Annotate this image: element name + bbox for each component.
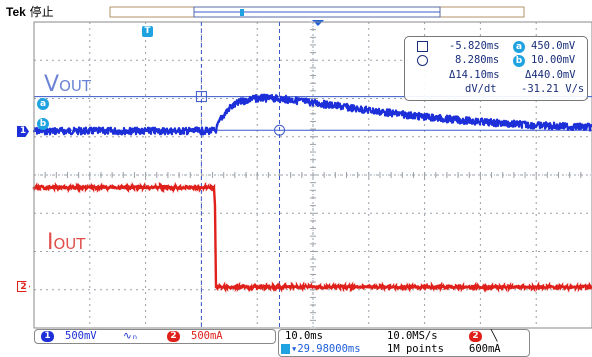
ch1-scale[interactable]: 500mV [65,330,97,342]
cursor-readout-panel: -5.820ms a 450.0mV 8.280ms b 10.00mV Δ14… [404,36,588,101]
cursor-b-badge-label: b [513,55,525,67]
ref-a-label: a [39,99,47,109]
cursor-1-square-marker [195,91,207,103]
cursor1-square-icon [417,41,428,55]
acquisition-status: 停止 [29,5,54,19]
trigger-position-marker-icon[interactable] [312,20,324,26]
record-length: 1M points [387,343,444,355]
cursor2-time: 8.280ms [455,54,500,66]
tek-logo: Tek [6,5,26,19]
slope-label: dV/dt [465,83,497,95]
ch1-badge[interactable]: 1 [41,331,54,342]
cursor-delta-time: Δ14.10ms [449,69,500,81]
timebase-scale[interactable]: 10.0ms [285,330,323,342]
cursor2-circle-icon [417,55,428,69]
ch1-ground-marker[interactable]: 1 [17,126,29,137]
cursor1-time: -5.820ms [449,40,500,52]
trigger-t-marker[interactable]: T [142,26,153,37]
iout-label: IOUT [47,230,85,255]
slope-value: -31.21 V/s [521,83,585,95]
ch2-ground-label: 2 [20,282,27,292]
trigger-slope-icon: ╲ [491,330,498,342]
ref-a-marker[interactable]: a [37,98,49,110]
vout-label-main: V [44,72,60,97]
channel-settings-panel[interactable]: 1 500mV ∿ₙ 2 500mA [34,329,276,344]
timebase-panel[interactable]: 10.0ms 10.0MS/s 2 ╲ ▾29.98000ms 1M point… [278,329,530,357]
vout-trace [32,93,592,136]
record-overview-bar[interactable] [109,6,525,18]
cursor-a-value: 450.0mV [531,40,576,52]
trigger-t-label: T [144,26,151,36]
brand-header: Tek 停止 [6,3,54,20]
trigger-pos-t-icon [281,344,290,354]
trigger-source-badge[interactable]: 2 [469,331,482,342]
cursor-b-badge: b [513,54,525,67]
iout-trace [32,181,592,294]
vout-label-sub: OUT [59,77,92,95]
ch2-badge[interactable]: 2 [167,331,180,342]
cursor-a-badge-label: a [513,41,525,53]
ch1-coupling-icon: ∿ₙ [123,330,139,342]
ch1-ground-label: 1 [19,126,27,136]
ch2-scale[interactable]: 500mA [191,330,223,342]
sample-rate: 10.0MS/s [387,330,438,342]
ref-b-marker[interactable]: b [37,118,49,130]
ref-b-label: b [39,119,47,129]
ch2-ground-marker[interactable]: 2 [17,281,30,292]
trigger-position[interactable]: ▾29.98000ms [291,343,361,355]
cursor-delta-voltage: Δ440.0mV [525,69,576,81]
bottom-status-bar: 1 500mV ∿ₙ 2 500mA 10.0ms 10.0MS/s 2 ╲ ▾… [0,328,592,357]
cursor-a-badge: a [513,40,525,53]
trigger-level: 600mA [469,343,501,355]
cursor-2-circle-marker [274,124,286,136]
vout-label: VOUT [44,72,91,97]
iout-label-sub: OUT [53,235,86,253]
iout-label-main: I [47,230,54,255]
cursor-b-value: 10.00mV [531,54,576,66]
